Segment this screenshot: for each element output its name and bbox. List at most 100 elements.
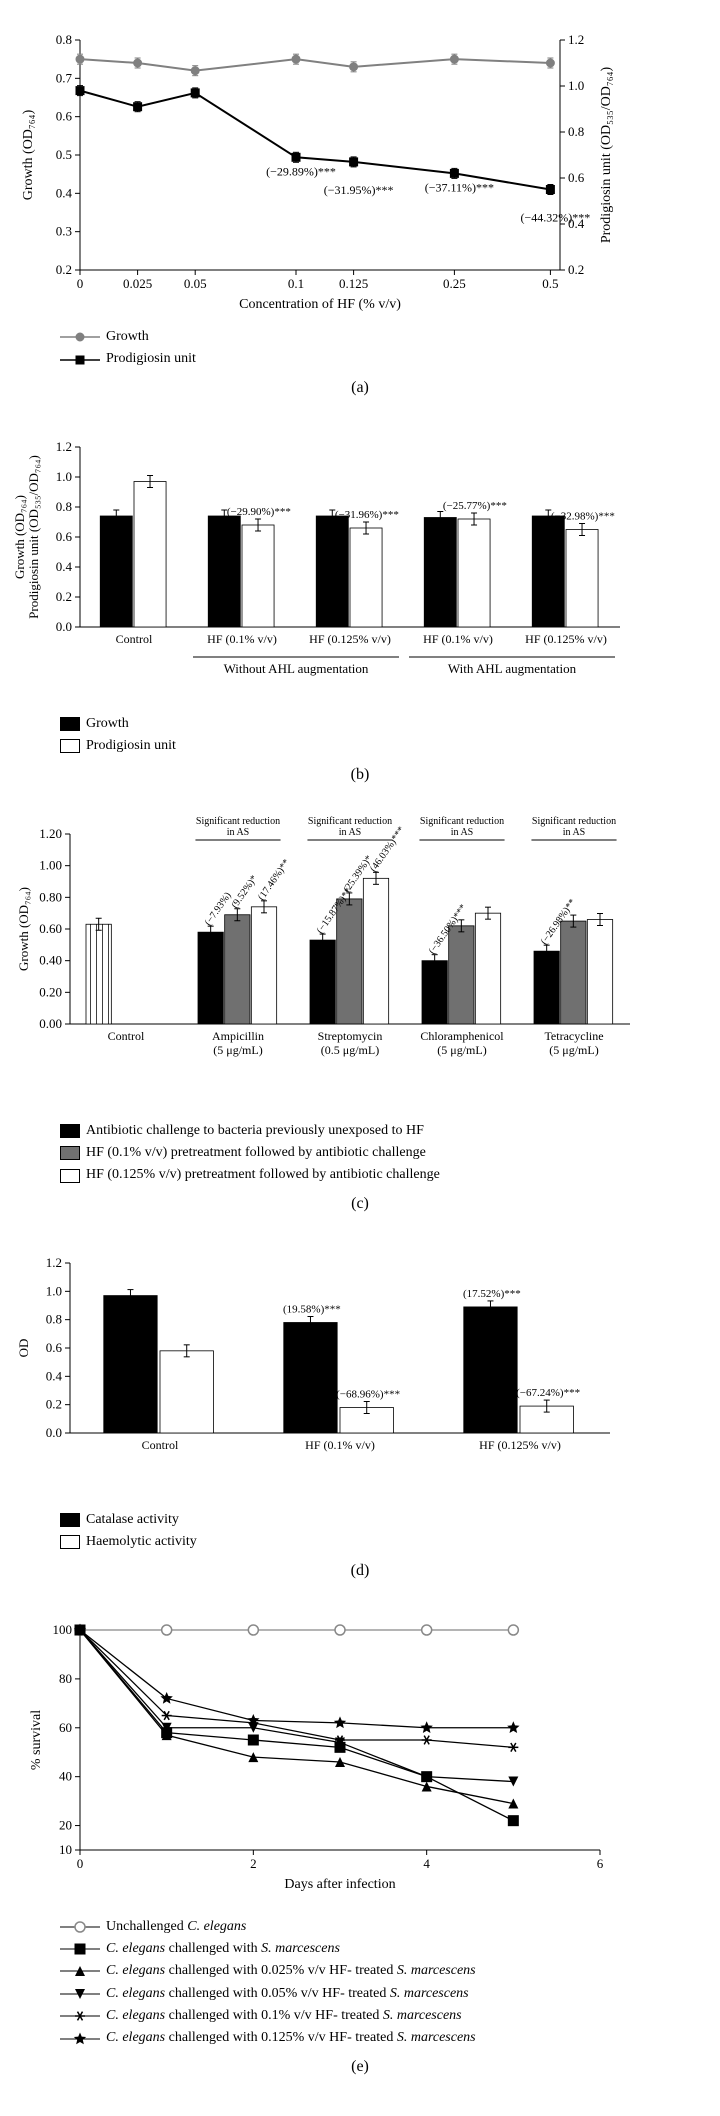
svg-text:0.8: 0.8 [46,1311,62,1326]
svg-text:(19.58%)***: (19.58%)*** [283,1303,341,1315]
svg-text:(−29.89%)***: (−29.89%)*** [266,164,336,178]
svg-text:0.5: 0.5 [542,276,558,291]
svg-text:Significant reduction: Significant reduction [420,816,504,827]
svg-text:40: 40 [59,1768,72,1783]
svg-text:0.0: 0.0 [46,1425,62,1440]
svg-text:0.25: 0.25 [443,276,466,291]
panel-d: 0.00.20.40.60.81.01.2ODControlHF (0.1% v… [0,1243,720,1503]
svg-text:HF (0.125% v/v): HF (0.125% v/v) [479,1438,561,1452]
svg-text:0.4: 0.4 [56,185,73,200]
svg-text:1.2: 1.2 [568,32,584,47]
svg-text:0.0: 0.0 [56,619,72,634]
svg-text:(−37.11%)***: (−37.11%)*** [425,180,494,194]
svg-text:0.6: 0.6 [56,529,73,544]
legend-a: GrowthProdigiosin unit [60,326,720,371]
svg-text:% survival: % survival [29,1709,44,1769]
svg-text:Control: Control [142,1438,179,1452]
svg-text:1.2: 1.2 [46,1255,62,1270]
svg-text:(−31.95%)***: (−31.95%)*** [324,183,394,197]
svg-text:in AS: in AS [563,827,586,838]
svg-text:0.4: 0.4 [46,1368,63,1383]
svg-text:0.2: 0.2 [568,262,584,277]
svg-text:(−31.96%)***: (−31.96%)*** [335,509,399,521]
svg-text:(−32.98%)***: (−32.98%)*** [551,510,615,522]
caption-a: (a) [0,379,720,397]
svg-text:With AHL augmentation: With AHL augmentation [448,661,577,676]
svg-text:0.80: 0.80 [39,889,62,904]
svg-text:Control: Control [116,632,153,646]
svg-text:(46.03%)***: (46.03%)*** [368,824,407,873]
svg-text:0.60: 0.60 [39,921,62,936]
legend-d: Catalase activityHaemolytic activity [60,1509,720,1554]
svg-text:6: 6 [597,1856,604,1871]
legend-b: GrowthProdigiosin unit [60,713,720,758]
svg-text:(−44.32%)***: (−44.32%)*** [521,211,591,225]
svg-text:OD: OD [16,1338,31,1357]
svg-text:0.2: 0.2 [56,262,72,277]
svg-text:(5 μg/mL): (5 μg/mL) [213,1043,262,1057]
svg-text:Growth (OD₇₆₄): Growth (OD₇₆₄) [12,495,27,579]
svg-text:0.7: 0.7 [56,70,73,85]
svg-text:Significant reduction: Significant reduction [308,816,392,827]
svg-text:Without AHL augmentation: Without AHL augmentation [224,661,369,676]
svg-text:1.00: 1.00 [39,857,62,872]
svg-text:0.6: 0.6 [56,109,73,124]
svg-text:0.4: 0.4 [56,559,73,574]
svg-text:0.125: 0.125 [339,276,368,291]
svg-text:Prodigiosin unit (OD₅₃₅/OD₇₆₄): Prodigiosin unit (OD₅₃₅/OD₇₆₄) [26,455,41,619]
svg-text:0.00: 0.00 [39,1016,62,1031]
svg-text:0.8: 0.8 [56,499,72,514]
svg-text:(17.46%)**: (17.46%)** [256,857,292,902]
svg-text:(−68.96%)***: (−68.96%)*** [336,1388,400,1400]
panel-a: 0.20.30.40.50.60.70.80.20.40.60.81.01.20… [0,20,720,320]
svg-text:0.2: 0.2 [56,589,72,604]
caption-c: (c) [0,1195,720,1213]
svg-text:Control: Control [108,1029,145,1043]
svg-text:0.05: 0.05 [184,276,207,291]
svg-text:100: 100 [53,1622,73,1637]
panel-e: 10204060801000246Days after infection% s… [0,1610,720,1910]
legend-c: Antibiotic challenge to bacteria previou… [60,1120,720,1187]
svg-text:Concentration of HF (% v/v): Concentration of HF (% v/v) [239,297,401,312]
svg-text:(5 μg/mL): (5 μg/mL) [549,1043,598,1057]
svg-text:20: 20 [59,1817,72,1832]
svg-text:HF (0.1% v/v): HF (0.1% v/v) [423,632,493,646]
svg-text:1.0: 1.0 [56,469,72,484]
svg-text:80: 80 [59,1670,72,1685]
svg-text:60: 60 [59,1719,72,1734]
svg-text:(−25.77%)***: (−25.77%)*** [443,500,507,512]
panel-c: 0.000.200.400.600.801.001.20Growth (OD₇₆… [0,814,720,1114]
svg-text:0.025: 0.025 [123,276,152,291]
svg-text:1.0: 1.0 [46,1283,62,1298]
caption-b: (b) [0,766,720,784]
svg-text:HF (0.125% v/v): HF (0.125% v/v) [309,632,391,646]
svg-text:Chloramphenicol: Chloramphenicol [420,1029,504,1043]
svg-text:Significant reduction: Significant reduction [196,816,280,827]
svg-text:in AS: in AS [451,827,474,838]
svg-text:Days after infection: Days after infection [284,1877,395,1892]
svg-text:0.8: 0.8 [56,32,72,47]
svg-text:0.8: 0.8 [568,124,584,139]
svg-text:in AS: in AS [227,827,250,838]
svg-text:4: 4 [423,1856,430,1871]
svg-text:1.0: 1.0 [568,78,584,93]
svg-text:10: 10 [59,1842,72,1857]
svg-text:Significant reduction: Significant reduction [532,816,616,827]
svg-text:2: 2 [250,1856,257,1871]
svg-text:HF (0.1% v/v): HF (0.1% v/v) [305,1438,375,1452]
svg-text:(17.52%)***: (17.52%)*** [463,1288,521,1300]
svg-text:Growth (OD₇₆₄): Growth (OD₇₆₄) [16,887,31,971]
legend-e: Unchallenged C. elegansC. elegans challe… [60,1916,720,2050]
svg-text:0: 0 [77,276,84,291]
svg-text:0.40: 0.40 [39,952,62,967]
svg-text:0.6: 0.6 [568,170,585,185]
panel-b: 0.00.20.40.60.81.01.2Growth (OD₇₆₄)Prodi… [0,427,720,707]
svg-text:0.2: 0.2 [46,1396,62,1411]
svg-text:HF (0.125% v/v): HF (0.125% v/v) [525,632,607,646]
svg-text:Ampicillin: Ampicillin [212,1029,264,1043]
svg-text:(−29.90%)***: (−29.90%)*** [227,506,291,518]
svg-text:Growth (OD₇₆₄): Growth (OD₇₆₄) [21,109,36,200]
caption-e: (e) [0,2058,720,2076]
svg-text:Tetracycline: Tetracycline [544,1029,603,1043]
svg-text:0.3: 0.3 [56,224,72,239]
